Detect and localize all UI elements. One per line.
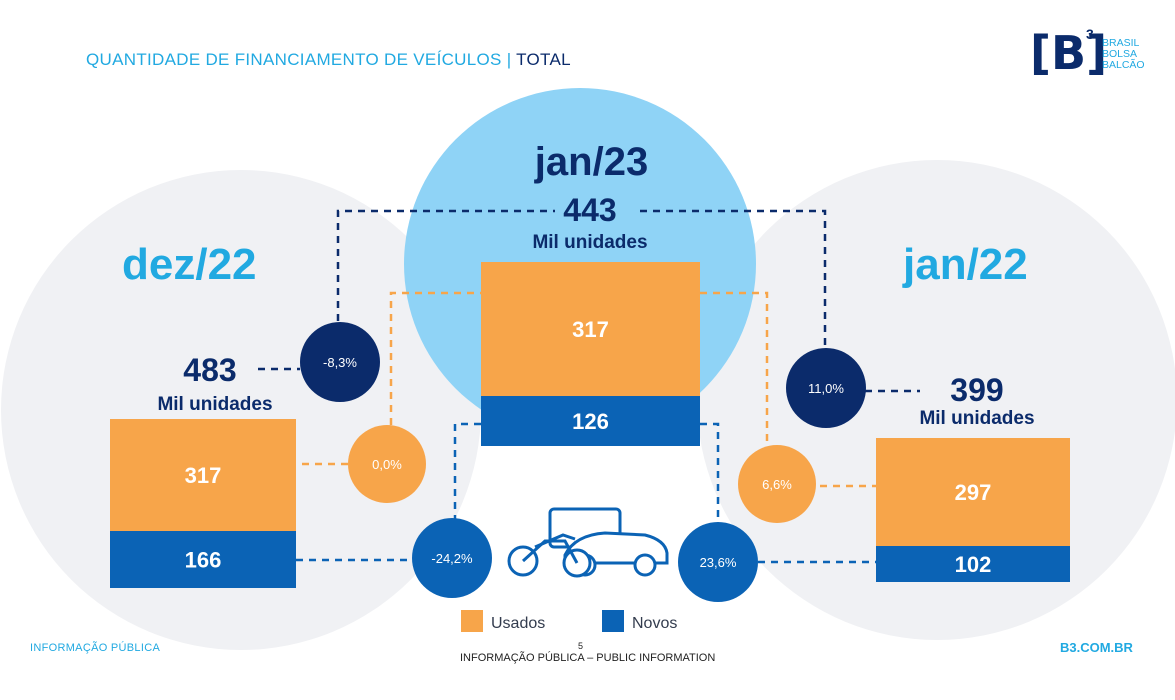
page-title: QUANTIDADE DE FINANCIAMENTO DE VEÍCULOS … — [86, 50, 571, 70]
total-jan23: 443 — [563, 192, 617, 228]
connector-total-right — [640, 209, 827, 350]
bar-novos-jan23 — [481, 396, 700, 446]
bubble-usados-dez22-label: 0,0% — [372, 457, 402, 472]
vehicles-icon — [507, 507, 669, 578]
title-separator: | — [506, 50, 512, 69]
label-novos-jan23: 126 — [572, 409, 609, 434]
label-usados-jan22: 297 — [955, 480, 992, 505]
total-dez22: 483 — [183, 352, 237, 388]
connector-novos-right — [700, 422, 720, 525]
label-usados-jan23: 317 — [572, 317, 609, 342]
bar-novos-jan22 — [876, 546, 1070, 582]
footer-page-number: 5 — [578, 641, 584, 651]
connector-usados-right — [700, 291, 769, 448]
unit-jan22: Mil unidades — [919, 408, 1035, 429]
logo-line2: BOLSA — [1102, 48, 1138, 60]
bubble-novos-jan22 — [678, 522, 758, 602]
total-jan22: 399 — [950, 372, 1004, 408]
legend-label-usados: Usados — [491, 615, 546, 632]
period-label-jan23: jan/23 — [534, 140, 649, 184]
bubble-usados-jan22 — [738, 445, 816, 523]
title-total: TOTAL — [516, 50, 571, 69]
logo-text: BRASIL BOLSA BALCÃO — [1102, 38, 1145, 71]
bars-group: 317 166 317 126 297 102 — [110, 262, 1070, 588]
footer-website: B3.COM.BR — [1060, 640, 1133, 655]
period-label-dez22: dez/22 — [122, 240, 257, 289]
variation-bubbles: -8,3% 11,0% 0,0% 6,6% -24,2% 23,6% — [300, 322, 866, 602]
bubble-total-dez22 — [300, 322, 380, 402]
bubble-novos-dez22-label: -24,2% — [431, 551, 473, 566]
logo-line1: BRASIL — [1102, 37, 1140, 49]
bubble-usados-jan22-label: 6,6% — [762, 477, 792, 492]
bubble-novos-dez22 — [412, 518, 492, 598]
logo-line3: BALCÃO — [1102, 59, 1145, 71]
bubble-total-jan22 — [786, 348, 866, 428]
connector-lines — [258, 209, 920, 564]
bubble-total-jan22-label: 11,0% — [808, 381, 844, 396]
connector-usados-left — [389, 291, 481, 425]
b3-logo: [B] 3 BRASIL BOLSA BALCÃO — [1030, 26, 1155, 82]
footer-public-info: INFORMAÇÃO PÚBLICA – PUBLIC INFORMATION — [460, 652, 716, 664]
legend-label-novos: Novos — [632, 615, 678, 632]
connector-novos-left — [453, 422, 481, 522]
legend-swatch-novos — [602, 610, 624, 632]
bubble-total-dez22-label: -8,3% — [323, 355, 357, 370]
footer-classification: INFORMAÇÃO PÚBLICA — [30, 642, 161, 654]
label-usados-dez22: 317 — [185, 463, 222, 488]
title-main: QUANTIDADE DE FINANCIAMENTO DE VEÍCULOS — [86, 50, 502, 69]
bar-usados-jan22 — [876, 438, 1070, 546]
bar-novos-dez22 — [110, 531, 296, 588]
bar-usados-dez22 — [110, 419, 296, 531]
bubble-novos-jan22-label: 23,6% — [700, 555, 737, 570]
label-novos-dez22: 166 — [185, 548, 222, 573]
bubble-usados-dez22 — [348, 425, 426, 503]
legend-swatch-usados — [461, 610, 483, 632]
label-novos-jan22: 102 — [955, 552, 992, 577]
unit-dez22: Mil unidades — [157, 394, 273, 415]
unit-jan23: Mil unidades — [532, 232, 648, 253]
bar-usados-jan23 — [481, 262, 700, 396]
period-label-jan22: jan/22 — [903, 240, 1028, 289]
logo-mark: [B] — [1030, 26, 1108, 80]
connector-total-left — [336, 209, 555, 347]
logo-superscript: 3 — [1086, 26, 1094, 42]
